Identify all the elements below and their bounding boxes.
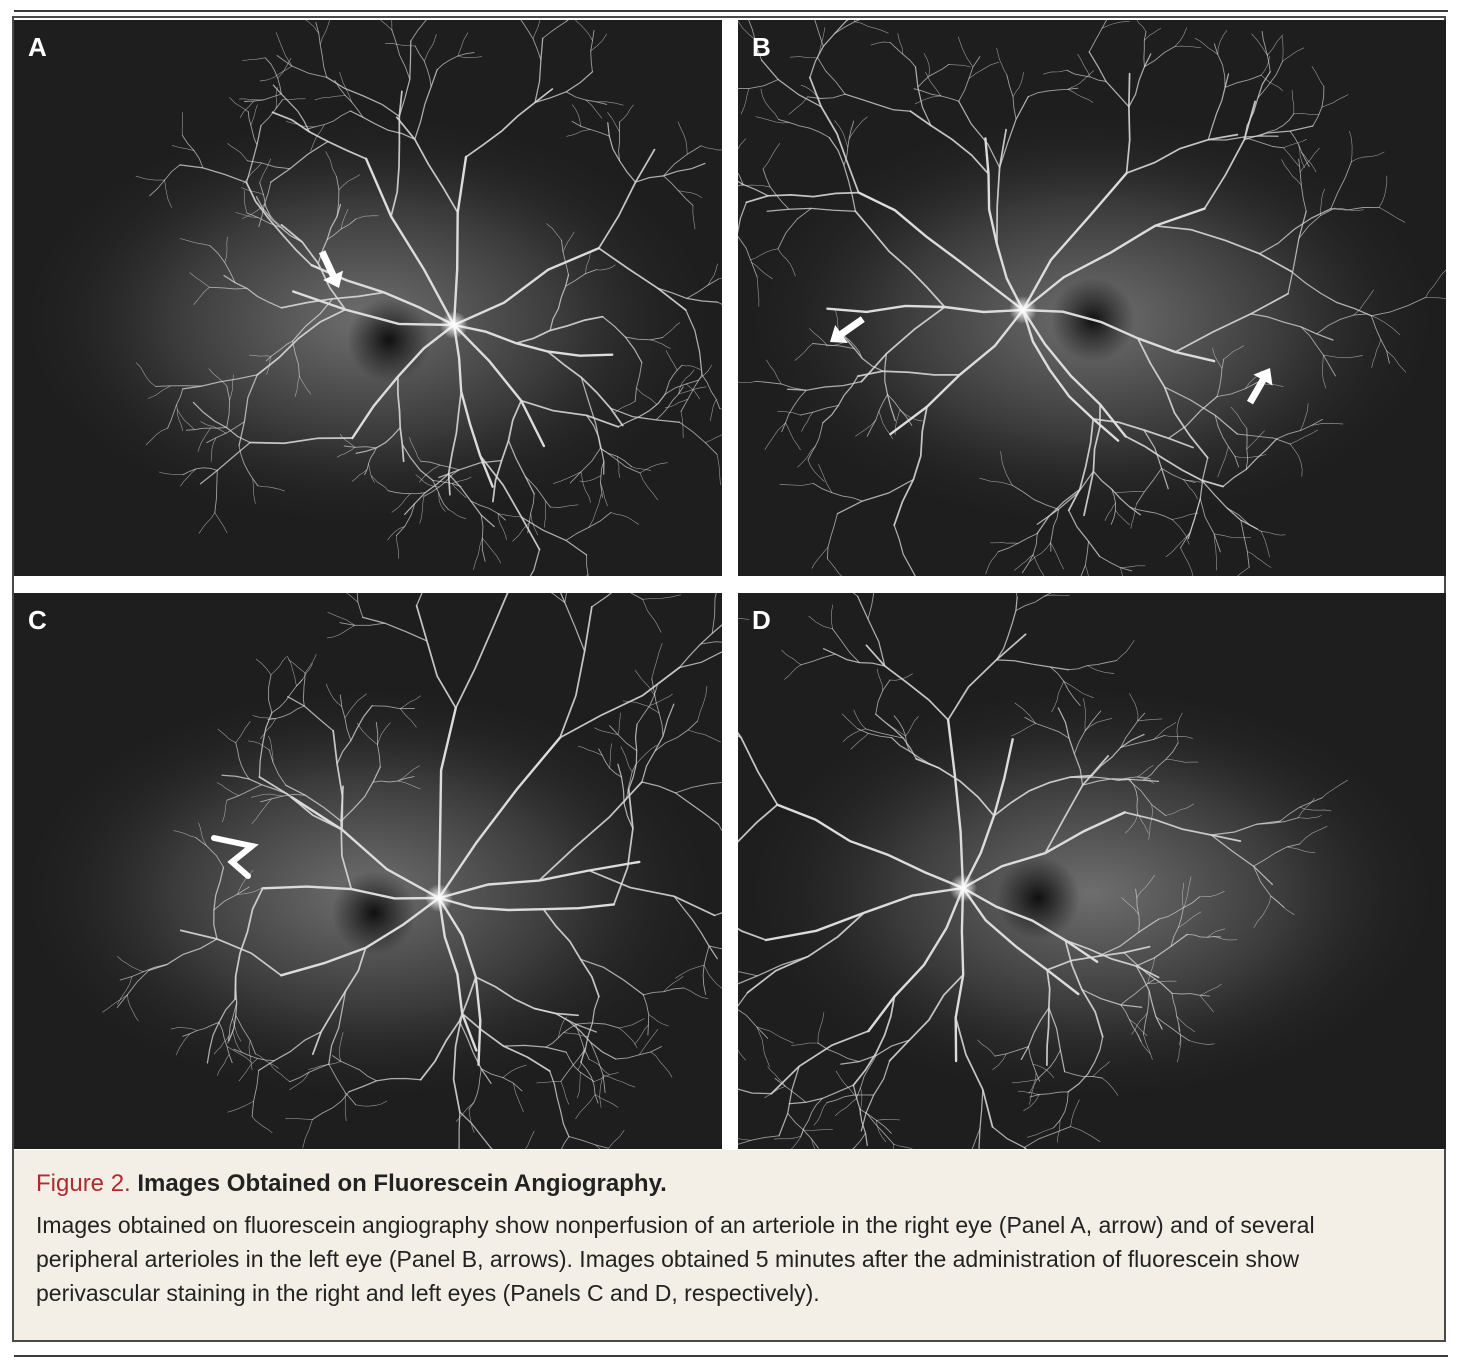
fovea-dark-spot — [347, 298, 431, 382]
panel-a-label: A — [28, 32, 47, 62]
caption-text: Images obtained on fluorescein angiograp… — [36, 1212, 1315, 1306]
vessel-tree — [738, 20, 1446, 576]
bottom-rule — [14, 1355, 1448, 1357]
arrow-icon — [830, 316, 865, 343]
optic-disc — [1009, 296, 1037, 324]
optic-disc — [425, 884, 453, 912]
panel-b-image: B — [738, 20, 1446, 576]
panel-c-label: C — [28, 605, 47, 635]
fovea-dark-spot — [332, 871, 416, 955]
panel-b-label: B — [752, 32, 771, 62]
arrow-icon — [318, 250, 344, 288]
panel-d-label: D — [752, 605, 771, 635]
caption-title: Images Obtained on Fluorescein Angiograp… — [137, 1170, 667, 1197]
angiogram-d — [738, 593, 1446, 1149]
fundus-glow — [738, 678, 1446, 1108]
staining-hotspot — [211, 835, 259, 879]
vessel-tree — [738, 593, 1348, 1149]
panel-a-image: A — [14, 20, 722, 576]
vessel-tree — [102, 593, 722, 1149]
vessel-tree — [135, 20, 722, 576]
caption-title-line: Figure 2. Images Obtained on Fluorescein… — [36, 1170, 1422, 1198]
figure-number: Figure 2. — [36, 1170, 131, 1197]
angiogram-c — [14, 593, 722, 1149]
panel-c-image: C — [14, 593, 722, 1149]
arrow-icon — [1246, 368, 1273, 405]
angiogram-b — [738, 20, 1446, 576]
panel-d-image: D — [738, 593, 1446, 1149]
angiogram-a — [14, 20, 722, 576]
fovea-dark-spot — [996, 856, 1080, 940]
optic-disc — [949, 874, 977, 902]
figure-caption: Figure 2. Images Obtained on Fluorescein… — [14, 1150, 1444, 1340]
top-rule — [14, 10, 1448, 12]
optic-disc — [440, 311, 468, 339]
